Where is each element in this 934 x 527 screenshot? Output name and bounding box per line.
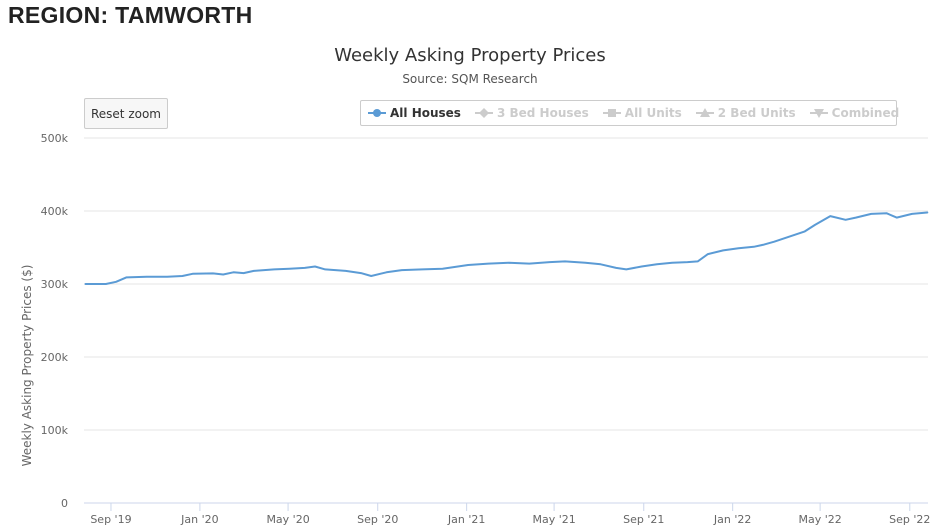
y-axis-ticks: 0 100k 200k 300k 400k 500k [41, 132, 69, 510]
grid-lines [84, 137, 928, 431]
legend-item-all-houses[interactable]: All Houses [368, 106, 461, 120]
legend-item-all-units[interactable]: All Units [602, 106, 682, 120]
y-tick-label: 200k [41, 351, 69, 364]
region-title: REGION: TAMWORTH [8, 2, 253, 28]
x-tick-label: Sep '20 [357, 513, 398, 526]
x-tick-label: Sep '21 [623, 513, 664, 526]
y-tick-label: 0 [61, 497, 68, 510]
y-tick-label: 300k [41, 278, 69, 291]
legend-circle-icon [368, 109, 386, 117]
legend-triangle-icon [695, 108, 714, 117]
legend-label: All Houses [390, 106, 461, 120]
reset-zoom-button[interactable]: Reset zoom [84, 98, 168, 129]
legend-triangle-down-icon [809, 109, 828, 118]
series-line-all-houses[interactable] [84, 211, 929, 285]
legend-item-combined[interactable]: Combined [809, 106, 900, 120]
legend-label: 2 Bed Units [717, 106, 796, 120]
legend-item-3-bed-houses[interactable]: 3 Bed Houses [474, 106, 589, 120]
legend-diamond-icon [474, 108, 493, 118]
x-tick-label: Sep '19 [90, 513, 131, 526]
legend-label: All Units [624, 106, 682, 120]
x-tick-label: Sep '22 [889, 513, 930, 526]
x-tick-label: May '21 [532, 513, 575, 526]
y-axis-title: Weekly Asking Property Prices ($) [20, 265, 34, 467]
x-tick-label: Jan '22 [713, 513, 751, 526]
y-tick-label: 100k [41, 424, 69, 437]
chart-subtitle: Source: SQM Research [402, 72, 538, 86]
y-tick-label: 500k [41, 132, 69, 145]
x-tick-label: May '20 [266, 513, 309, 526]
x-tick-label: Jan '20 [180, 513, 218, 526]
legend-item-2-bed-units[interactable]: 2 Bed Units [695, 106, 796, 120]
legend-label: Combined [831, 106, 900, 120]
legend-label: 3 Bed Houses [496, 106, 589, 120]
x-tick-label: Jan '21 [447, 513, 485, 526]
legend-square-icon [602, 109, 621, 117]
x-axis-ticks: Sep '19 Jan '20 May '20 Sep '20 Jan '21 May '… [90, 503, 930, 526]
y-tick-label: 400k [41, 205, 69, 218]
chart-legend: All Houses 3 Bed Houses All Units 2 Bed … [360, 100, 900, 126]
x-tick-label: May '22 [798, 513, 841, 526]
chart-title: Weekly Asking Property Prices [334, 45, 606, 66]
